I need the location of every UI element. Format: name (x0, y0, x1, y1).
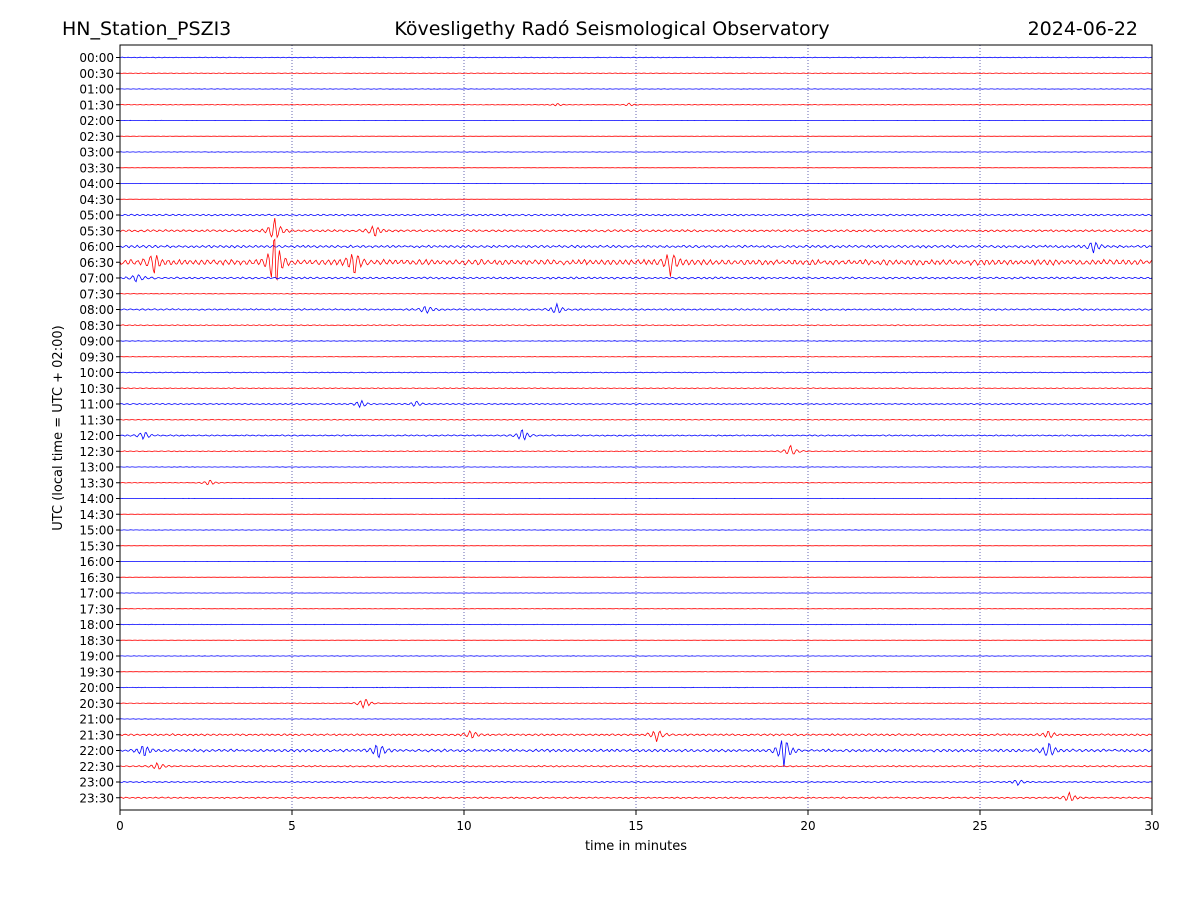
y-tick-label: 20:00 (79, 681, 114, 695)
y-tick-label: 08:00 (79, 303, 114, 317)
y-tick-label: 21:00 (79, 713, 114, 727)
x-tick-label: 5 (288, 819, 296, 833)
y-tick-label: 04:00 (79, 177, 114, 191)
trace-1200 (119, 429, 1153, 441)
trace-0030 (119, 72, 1153, 74)
y-tick-label: 15:00 (79, 524, 114, 538)
y-tick-label: 22:00 (79, 744, 114, 758)
x-tick-label: 30 (1144, 819, 1159, 833)
y-tick-label: 07:00 (79, 272, 114, 286)
trace-0000 (119, 56, 1153, 59)
y-tick-label: 03:30 (79, 161, 114, 175)
plot-frame (119, 44, 1153, 811)
trace-0130 (119, 102, 1153, 107)
x-tick-labels: 0 5 10 15 20 25 30 (116, 810, 1160, 833)
y-tick-label: 19:30 (79, 665, 114, 679)
y-tick-label: 01:00 (79, 83, 114, 97)
y-tick-label: 16:30 (79, 571, 114, 585)
chart-title: Kövesligethy Radó Seismological Observat… (394, 18, 829, 40)
trace-1000 (119, 371, 1153, 374)
trace-2230 (119, 761, 1153, 770)
trace-0800 (119, 302, 1153, 314)
trace-0900 (120, 340, 1153, 342)
trace-2130 (119, 730, 1153, 742)
y-tick-label: 04:30 (79, 193, 114, 207)
x-axis-label: time in minutes (585, 839, 687, 854)
trace-group (119, 56, 1153, 802)
y-tick-label: 03:00 (79, 146, 114, 160)
trace-0830 (119, 324, 1153, 327)
y-tick-label: 10:00 (79, 366, 114, 380)
x-tick-label: 20 (800, 819, 815, 833)
y-tick-label: 00:30 (79, 67, 114, 81)
y-tick-label: 02:30 (79, 130, 114, 144)
trace-2200 (119, 740, 1153, 768)
x-tick-label: 0 (116, 819, 124, 833)
y-tick-label: 18:30 (79, 634, 114, 648)
y-tick-label: 14:30 (79, 508, 114, 522)
trace-2300 (119, 779, 1153, 787)
trace-1230 (119, 444, 1153, 455)
y-tick-label: 23:00 (79, 776, 114, 790)
y-tick-label: 15:30 (79, 539, 114, 553)
y-tick-label: 08:30 (79, 319, 114, 333)
y-tick-label: 21:30 (79, 728, 114, 742)
date-label: 2024-06-22 (1028, 18, 1138, 40)
trace-1330 (119, 479, 1153, 486)
y-tick-label: 00:00 (79, 51, 114, 65)
y-tick-label: 11:30 (79, 413, 114, 427)
y-tick-label: 11:00 (79, 398, 114, 412)
trace-1130 (119, 418, 1153, 421)
station-label: HN_Station_PSZI3 (62, 18, 231, 40)
trace-0500 (119, 213, 1153, 217)
x-tick-label: 25 (972, 819, 987, 833)
y-tick-label: 20:30 (79, 697, 114, 711)
y-tick-label: 14:00 (79, 492, 114, 506)
y-tick-label: 13:30 (79, 476, 114, 490)
y-tick-label: 17:30 (79, 602, 114, 616)
y-tick-label: 13:00 (79, 461, 114, 475)
y-tick-label: 17:00 (79, 587, 114, 601)
y-tick-label: 06:30 (79, 256, 114, 270)
y-tick-label: 01:30 (79, 98, 114, 112)
trace-0600 (119, 241, 1153, 254)
y-tick-label: 07:30 (79, 287, 114, 301)
trace-0530 (119, 218, 1153, 239)
y-tick-label: 12:30 (79, 445, 114, 459)
trace-1100 (119, 399, 1153, 409)
y-tick-label: 12:00 (79, 429, 114, 443)
trace-0930 (120, 356, 1152, 358)
y-tick-label: 06:00 (79, 240, 114, 254)
y-tick-label: 23:30 (79, 791, 114, 805)
trace-1030 (119, 387, 1153, 390)
trace-2330 (119, 791, 1153, 802)
y-tick-label: 16:00 (79, 555, 114, 569)
y-tick-label: 09:30 (79, 350, 114, 364)
y-tick-label: 18:00 (79, 618, 114, 632)
x-tick-label: 15 (628, 819, 643, 833)
y-axis-label: UTC (local time = UTC + 02:00) (51, 325, 66, 530)
y-tick-label: 19:00 (79, 650, 114, 664)
trace-0630 (119, 238, 1153, 281)
trace-0730 (119, 293, 1153, 295)
y-tick-label: 10:30 (79, 382, 114, 396)
y-tick-label: 05:30 (79, 224, 114, 238)
y-tick-label: 22:30 (79, 760, 114, 774)
y-tick-label: 02:00 (79, 114, 114, 128)
y-tick-label: 09:00 (79, 335, 114, 349)
x-tick-label: 10 (456, 819, 471, 833)
y-tick-label: 05:00 (79, 209, 114, 223)
trace-0700 (119, 274, 1153, 283)
trace-1730 (119, 608, 1153, 610)
trace-2030 (119, 699, 1153, 710)
